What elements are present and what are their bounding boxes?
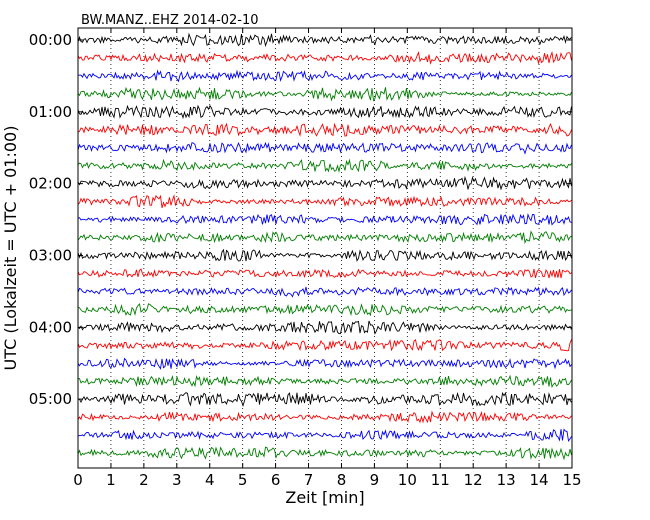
- x-tick-label: 3: [172, 471, 182, 489]
- seismic-trace: [77, 338, 572, 352]
- x-tick-label: 10: [398, 471, 417, 489]
- plot-frame: [77, 27, 573, 469]
- seismic-trace: [77, 446, 572, 461]
- seismic-trace: [77, 141, 572, 155]
- y-tick-label: 04:00: [29, 318, 72, 336]
- seismic-trace: [77, 374, 572, 389]
- x-axis-ticks: 0 1 2 3 4 5 6 7 8 9 10 11 12 13 14 15: [73, 28, 582, 489]
- x-tick-label: 5: [238, 471, 248, 489]
- y-tick-label: 05:00: [29, 390, 72, 408]
- x-tick-label: 9: [370, 471, 380, 489]
- seismic-trace: [77, 248, 572, 262]
- seismic-trace: [77, 175, 572, 191]
- seismic-trace: [77, 158, 572, 173]
- seismic-trace: [77, 286, 572, 298]
- seismic-trace: [77, 410, 572, 424]
- seismic-trace: [77, 50, 572, 65]
- y-tick-label: 00:00: [29, 31, 72, 49]
- y-axis-ticks: 00:00 01:00 02:00 03:00 04:00 05:00: [29, 31, 572, 408]
- seismic-trace: [77, 86, 572, 102]
- seismic-trace: [77, 104, 572, 120]
- y-tick-label: 02:00: [29, 175, 72, 193]
- seismic-trace: [77, 268, 572, 279]
- x-tick-label: 14: [530, 471, 549, 489]
- seismic-trace: [77, 391, 572, 407]
- seismic-trace: [77, 302, 572, 317]
- x-tick-label: 6: [271, 471, 281, 489]
- chart-title: BW.MANZ..EHZ 2014-02-10: [81, 13, 259, 28]
- x-tick-label: 7: [304, 471, 314, 489]
- seismic-trace: [77, 230, 572, 245]
- x-tick-label: 11: [431, 471, 450, 489]
- x-tick-label: 1: [106, 471, 116, 489]
- x-tick-label: 8: [337, 471, 347, 489]
- x-axis-label: Zeit [min]: [285, 488, 364, 507]
- x-tick-label: 0: [73, 471, 83, 489]
- seismic-trace: [77, 428, 572, 443]
- seismic-trace: [77, 194, 572, 208]
- x-tick-label: 13: [497, 471, 516, 489]
- grid-lines: [110, 28, 540, 468]
- seismic-trace: [77, 320, 572, 335]
- x-tick-label: 4: [205, 471, 215, 489]
- x-tick-label: 2: [139, 471, 149, 489]
- seismic-trace: [77, 357, 572, 370]
- y-tick-label: 03:00: [29, 246, 72, 264]
- seismic-trace: [77, 32, 572, 48]
- seismic-trace: [77, 213, 572, 226]
- x-tick-label: 12: [464, 471, 483, 489]
- y-axis-label: UTC (Lokalzeit = UTC + 01:00): [1, 126, 20, 371]
- seismic-trace: [77, 69, 572, 83]
- seismic-traces: [77, 32, 572, 461]
- y-tick-label: 01:00: [29, 103, 72, 121]
- seismic-trace: [77, 122, 572, 137]
- x-tick-label: 15: [562, 471, 581, 489]
